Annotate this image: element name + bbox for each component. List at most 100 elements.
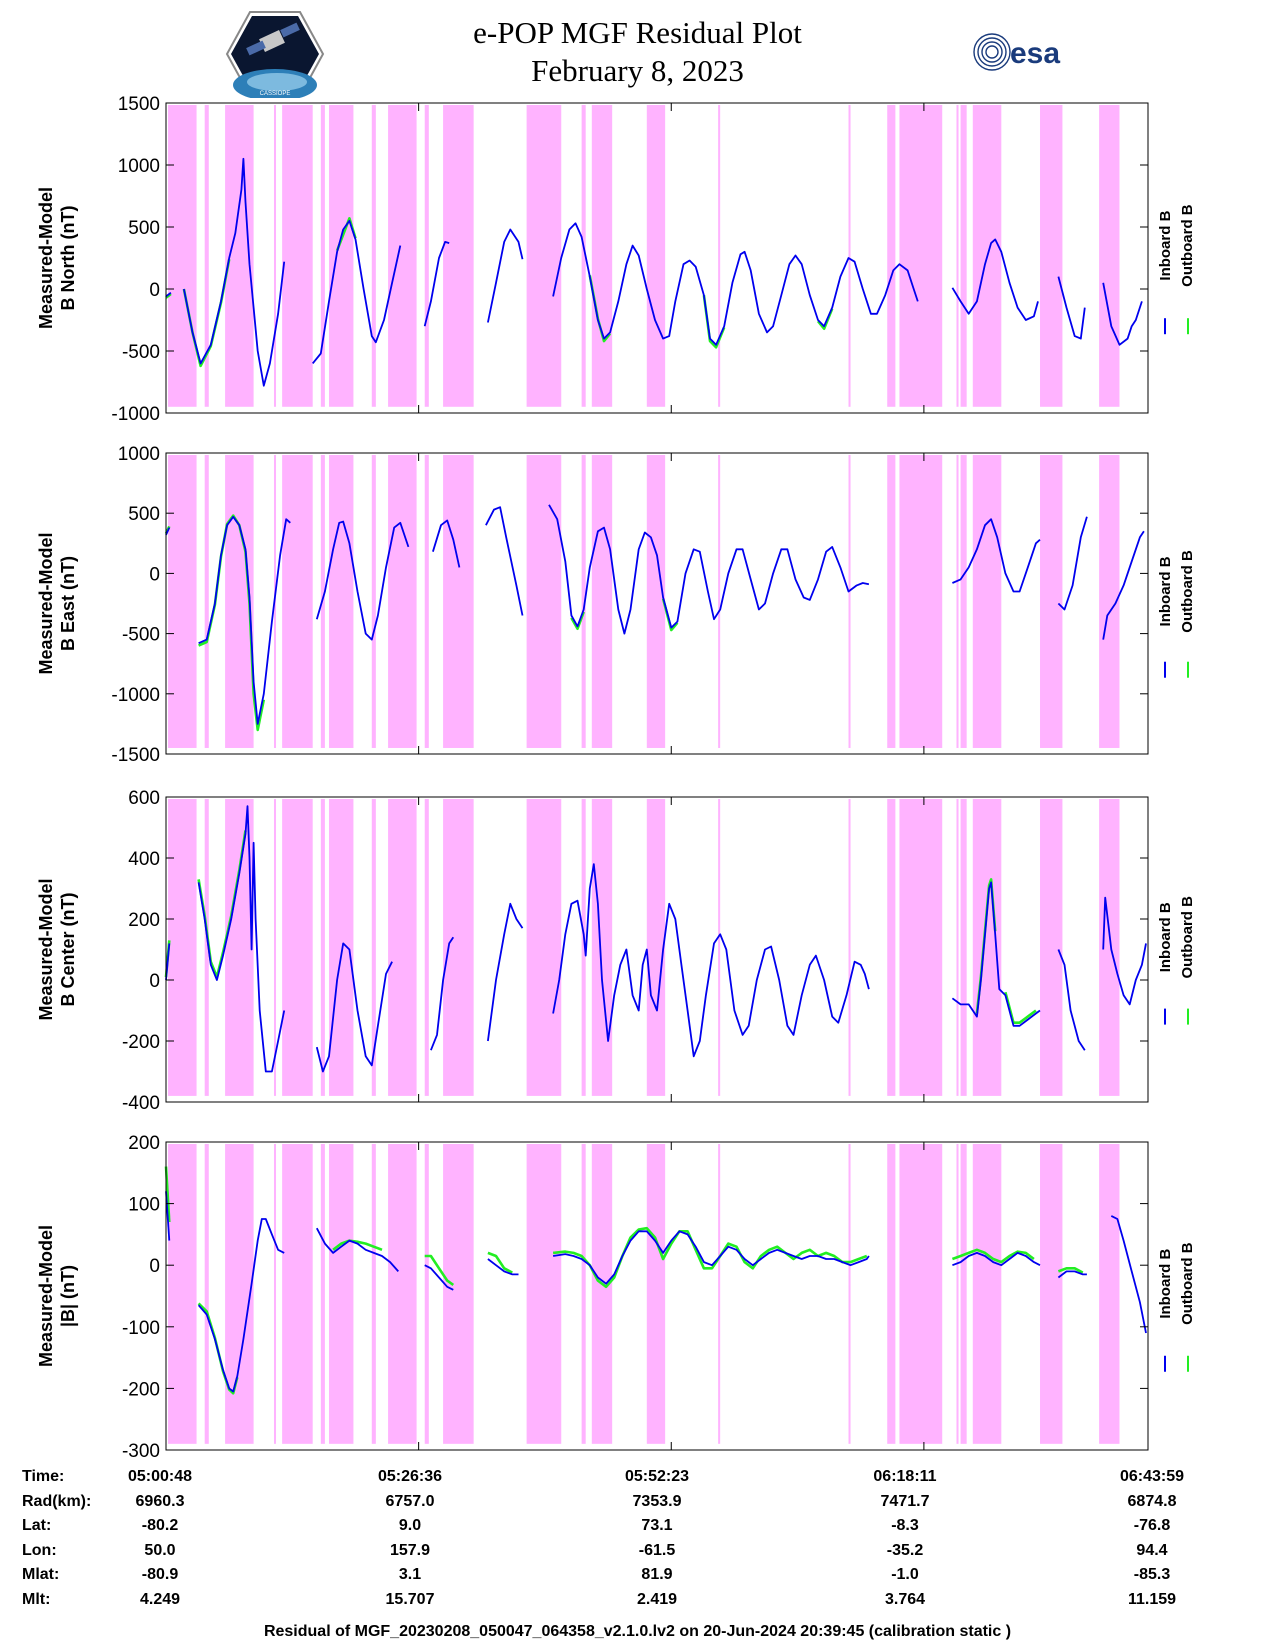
shaded-region xyxy=(320,799,325,1096)
y-tick-label: -300 xyxy=(122,1441,160,1462)
series-line-outboard xyxy=(165,292,172,299)
shaded-region xyxy=(848,799,851,1096)
shaded-region xyxy=(204,105,209,407)
shaded-region xyxy=(273,799,277,1096)
info-row-label: Mlat: xyxy=(22,1566,60,1583)
series-line-inboard xyxy=(1057,516,1088,611)
shaded-region xyxy=(282,799,313,1096)
info-row-value: 73.1 xyxy=(641,1517,673,1534)
esa-logo: esa xyxy=(973,33,1060,71)
series-line-inboard xyxy=(423,241,450,327)
series-line-inboard xyxy=(552,1230,870,1285)
shaded-region xyxy=(960,799,967,1096)
info-row-value: 06:18:11 xyxy=(873,1468,937,1485)
y-tick-label: 500 xyxy=(128,504,160,525)
shaded-region xyxy=(581,105,586,407)
y-axis-label: Measured-Model xyxy=(36,878,56,1020)
shaded-region xyxy=(581,455,586,748)
legend-label-outboard: Outboard B xyxy=(1179,550,1196,633)
info-row-value: -80.2 xyxy=(141,1517,179,1534)
y-tick-label: -200 xyxy=(122,1379,160,1400)
shaded-region xyxy=(282,105,313,407)
shaded-region xyxy=(168,799,197,1096)
shaded-region xyxy=(168,105,197,407)
shaded-region xyxy=(956,455,959,748)
shaded-region xyxy=(371,455,376,748)
shaded-region xyxy=(960,105,967,407)
shaded-region xyxy=(887,455,896,748)
shaded-region xyxy=(328,455,354,748)
shaded-region xyxy=(646,455,666,748)
info-row-value: 6757.0 xyxy=(385,1492,435,1510)
legend-label-inboard: Inboard B xyxy=(1157,556,1174,626)
shaded-region xyxy=(899,105,943,407)
series-line-inboard xyxy=(552,863,870,1058)
shaded-region xyxy=(443,1144,474,1444)
shaded-region xyxy=(371,105,376,407)
shaded-region xyxy=(424,455,429,748)
plot-frame xyxy=(165,102,1149,414)
shaded-region xyxy=(526,1144,562,1444)
shaded-region xyxy=(960,455,967,748)
plot-frame xyxy=(165,796,1149,1103)
info-row-value: 50.0 xyxy=(144,1541,176,1559)
shaded-region xyxy=(388,1144,417,1444)
y-axis-label: Measured-Model xyxy=(36,532,56,674)
y-axis-label: Measured-Model xyxy=(36,1225,56,1367)
shaded-region xyxy=(282,455,313,748)
series-line-inboard xyxy=(316,1227,399,1272)
info-row-value: -35.2 xyxy=(886,1541,924,1559)
shaded-region xyxy=(591,799,613,1096)
info-row-value: 05:52:23 xyxy=(624,1468,690,1485)
shaded-region xyxy=(204,1144,209,1444)
shaded-region xyxy=(388,799,417,1096)
series-line-inboard xyxy=(165,943,171,981)
series-line-inboard xyxy=(165,527,171,536)
shaded-region xyxy=(443,105,474,407)
shaded-region xyxy=(526,455,562,748)
shaded-region xyxy=(591,455,613,748)
shaded-region xyxy=(956,105,959,407)
info-row-value: -80.9 xyxy=(141,1566,179,1583)
series-line-inboard xyxy=(197,1218,285,1393)
info-row-label: Mlt: xyxy=(22,1590,51,1608)
chart-title-block: e-POP MGF Residual Plot February 8, 2023 xyxy=(0,14,1275,90)
info-row-value: 11.159 xyxy=(1127,1590,1177,1608)
series-line-inboard xyxy=(198,515,291,725)
info-row-value: 94.4 xyxy=(1136,1541,1168,1559)
shaded-region xyxy=(320,1144,325,1444)
info-row-value: 2.419 xyxy=(636,1590,678,1608)
shaded-region xyxy=(526,799,562,1096)
legend-label-outboard: Outboard B xyxy=(1179,896,1196,979)
info-row-value: 05:26:36 xyxy=(377,1468,443,1485)
y-tick-label: -400 xyxy=(122,1093,160,1114)
y-tick-label: -500 xyxy=(122,625,160,646)
legend-label-outboard: Outboard B xyxy=(1179,1242,1196,1325)
shaded-region xyxy=(956,1144,959,1444)
chart-date: February 8, 2023 xyxy=(531,53,744,88)
shaded-region xyxy=(960,1144,967,1444)
series-line-inboard xyxy=(1057,276,1086,340)
series-line-outboard xyxy=(424,1254,455,1286)
y-tick-label: -200 xyxy=(122,1032,160,1053)
series-line-inboard xyxy=(183,157,286,387)
shaded-region xyxy=(328,799,354,1096)
info-row-value: 9.0 xyxy=(398,1517,422,1534)
shaded-region xyxy=(282,1144,313,1444)
shaded-region xyxy=(718,799,721,1096)
info-row-value: 81.9 xyxy=(641,1566,673,1583)
info-row-value: -76.8 xyxy=(1133,1517,1171,1534)
series-line-outboard xyxy=(487,1251,513,1274)
info-row-value: 06:43:59 xyxy=(1119,1468,1185,1485)
series-line-inboard xyxy=(424,1264,454,1291)
legend-label-inboard: Inboard B xyxy=(1157,210,1174,280)
shaded-region xyxy=(718,1144,721,1444)
info-row-value: 3.1 xyxy=(398,1566,422,1583)
y-tick-label: 1000 xyxy=(118,156,160,177)
shaded-region xyxy=(591,105,613,407)
y-tick-label: 400 xyxy=(128,849,160,870)
series-line-inboard xyxy=(165,291,172,298)
y-tick-label: 0 xyxy=(149,971,160,992)
info-row-value: -85.3 xyxy=(1133,1566,1171,1583)
shaded-region xyxy=(887,105,896,407)
